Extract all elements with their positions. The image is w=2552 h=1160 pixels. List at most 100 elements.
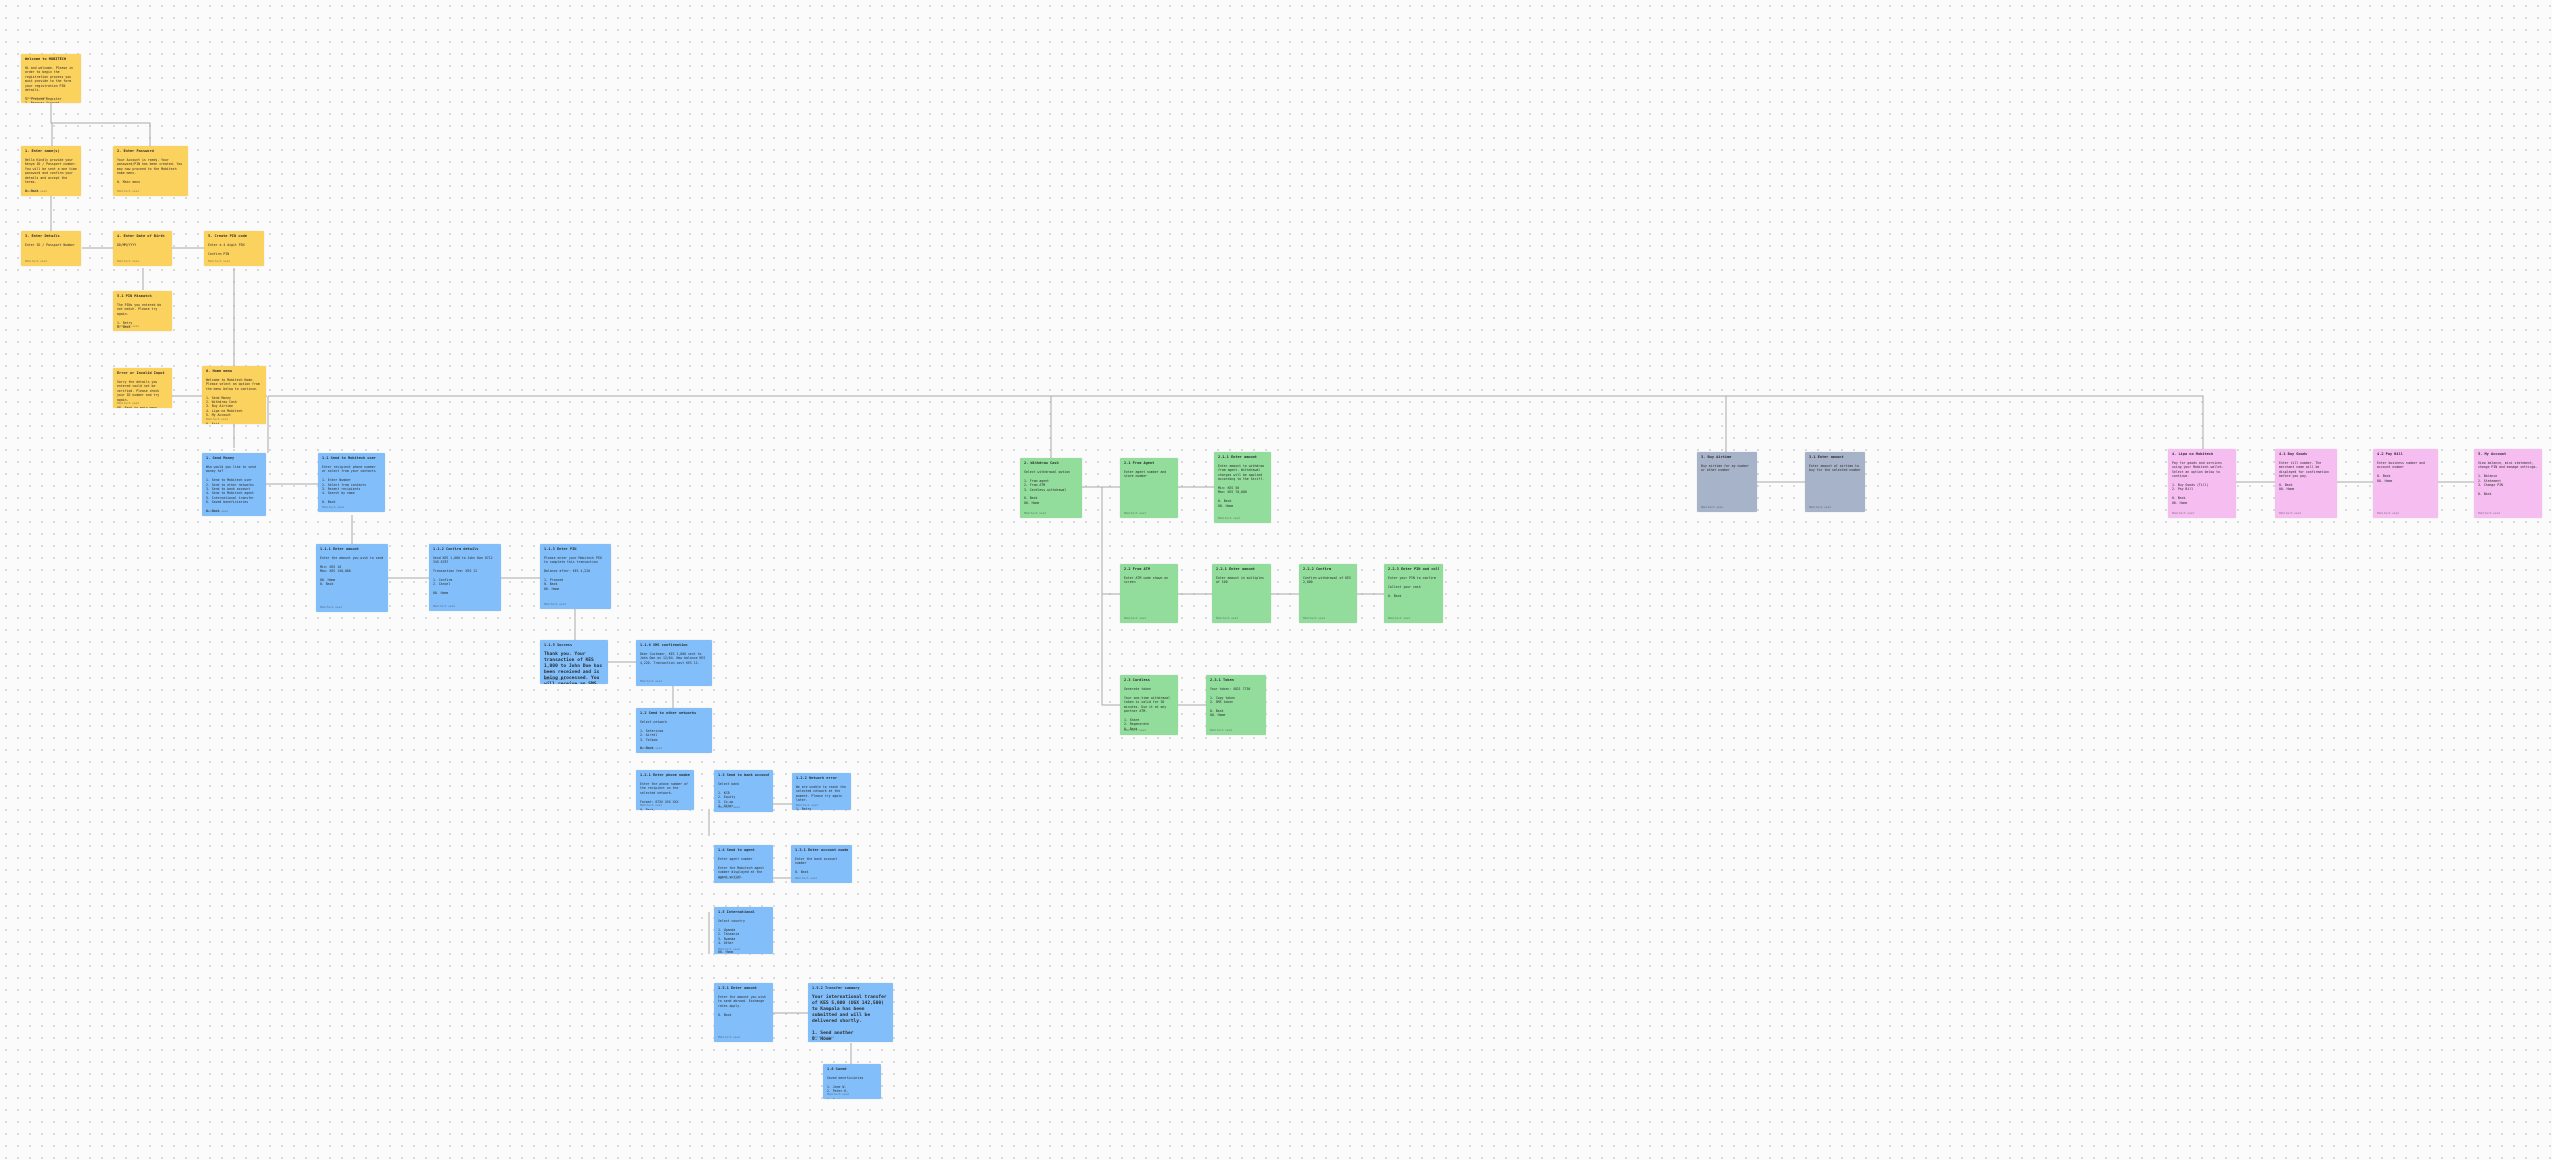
note-footer: Mobitech ussd: [206, 509, 228, 513]
note-title: 3. Enter Details: [25, 234, 60, 238]
note-body: Enter a 4 digit PIN Confirm PIN: [208, 243, 245, 256]
note-body: DD/MM/YYYY: [117, 243, 137, 247]
sticky-note-n5[interactable]: 4. Enter Date of Birth DD/MM/YYYY Mobitech…: [113, 231, 172, 266]
sticky-note-b13[interactable]: 1.3.1 Enter account number Enter the bank…: [791, 845, 852, 883]
sticky-note-s1[interactable]: 3. Buy Airtime Buy airtime for my number …: [1697, 452, 1757, 512]
sticky-note-g5[interactable]: 2.2.1 Enter amount Enter amount in multip…: [1212, 564, 1271, 623]
sticky-note-b7[interactable]: 1.1.5 Success Thank you. Your transaction…: [540, 640, 608, 684]
sticky-note-b17[interactable]: 1.5.2 Transfer summary Your international…: [808, 983, 893, 1042]
sticky-note-b4[interactable]: 1.1.2 Confirm details Send KES 1,000 to J…: [429, 544, 501, 611]
sticky-note-p2[interactable]: 4.1 Buy Goods Enter till number. The merc…: [2275, 449, 2337, 518]
note-title: 5. My Account: [2478, 452, 2507, 456]
note-body: Enter business number and account number…: [2377, 461, 2425, 483]
note-body: Thank you. Your transaction of KES 1,000…: [544, 652, 603, 684]
sticky-note-s2[interactable]: 3.1 Enter amount Enter amount of airtime …: [1805, 452, 1865, 512]
note-body: Dear Customer, KES 1,000 sent to John Do…: [640, 652, 706, 665]
note-footer: Mobitech ussd: [1218, 516, 1240, 520]
sticky-note-b8[interactable]: 1.1.6 SMS confirmation Dear Customer, KES…: [636, 640, 712, 686]
sticky-note-n4[interactable]: 3. Enter Details Enter ID / Passport Numb…: [21, 231, 81, 266]
sticky-note-b9[interactable]: 1.2 Send to other networks Select network…: [636, 708, 712, 753]
note-footer: Mobitech ussd: [718, 876, 740, 880]
sticky-note-g3[interactable]: 2.1.1 Enter amount Enter amount to withdr…: [1214, 452, 1271, 523]
note-footer: Mobitech ussd: [25, 189, 47, 193]
note-title: 1. Send Money: [206, 456, 235, 460]
note-body: Pay for goods and services using your Mo…: [2172, 461, 2224, 505]
note-body: Enter ATM code shown on screen: [1124, 576, 1169, 585]
sticky-note-b5[interactable]: 1.1.3 Enter PIN Please enter your Mobitec…: [540, 544, 611, 609]
sticky-note-g8[interactable]: 2.3 Cardless Generate token Your one-time…: [1120, 675, 1178, 735]
note-title: 2.1.1 Enter amount: [1218, 455, 1257, 459]
note-footer: Mobitech ussd: [25, 259, 47, 263]
note-footer: Mobitech ussd: [1124, 728, 1146, 732]
note-title: 1.1.1 Enter amount: [320, 547, 359, 551]
sticky-note-b10[interactable]: 1.2.1 Enter phone number Enter the phone …: [636, 770, 694, 810]
note-title: 2. Enter Password: [117, 149, 154, 153]
sticky-note-p4[interactable]: 5. My Account View balance, mini statemen…: [2474, 449, 2542, 518]
note-footer: Mobitech ussd: [433, 604, 455, 608]
sticky-note-n3[interactable]: 2. Enter Password Your Account is ready. …: [113, 146, 188, 196]
sticky-note-g7[interactable]: 2.2.3 Enter PIN and collect cash Enter yo…: [1384, 564, 1443, 623]
note-footer: Mobitech ussd: [25, 96, 47, 100]
note-title: 1.1.3 Enter PIN: [544, 547, 577, 551]
sticky-note-g2[interactable]: 2.1 From Agent Enter agent number and sto…: [1120, 458, 1178, 518]
note-title: 5.1 PIN Mismatch: [117, 294, 152, 298]
sticky-note-b16[interactable]: 1.5.1 Enter amount Enter the amount you w…: [714, 983, 773, 1042]
note-footer: Mobitech ussd: [206, 417, 228, 421]
note-footer: Mobitech ussd: [2172, 511, 2194, 515]
sticky-note-n9[interactable]: 6. Home menu Welcome to Mobitech Home. Pl…: [202, 366, 266, 424]
sticky-note-n7[interactable]: 5.1 PIN Mismatch The PINs you entered do …: [113, 291, 172, 331]
note-footer: Mobitech ussd: [2478, 511, 2500, 515]
sticky-note-g6[interactable]: 2.2.2 Confirm Confirm withdrawal of KES 2…: [1299, 564, 1357, 623]
sticky-note-b2[interactable]: 1.1 Send to Mobitech user Enter recipient…: [318, 453, 385, 512]
note-body: Enter agent number Enter the Mobitech ag…: [718, 857, 765, 879]
note-title: 1. Enter name(s): [25, 149, 60, 153]
note-body: Send KES 1,000 to John Doe 0712 345 678?…: [433, 556, 493, 596]
note-body: Confirm withdrawal of KES 2,000: [1303, 576, 1351, 585]
sticky-note-g1[interactable]: 2. Withdraw Cash Select withdrawal option…: [1020, 458, 1082, 518]
note-title: 5. Create PIN code: [208, 234, 247, 238]
sticky-note-n8[interactable]: Error or Invalid Input Sorry the details …: [113, 368, 172, 408]
note-title: 3. Buy Airtime: [1701, 455, 1732, 459]
note-footer: Mobitech ussd: [1124, 511, 1146, 515]
sticky-note-b14[interactable]: 1.4 Send to agent Enter agent number Ente…: [714, 845, 773, 883]
note-body: Buy airtime for my number or other numbe…: [1701, 464, 1749, 473]
note-title: 2.3.1 Token: [1210, 678, 1234, 682]
sticky-note-b15[interactable]: 1.5 International Select country 1. Ugand…: [714, 907, 773, 954]
sticky-note-b12[interactable]: 1.3 Send to bank account Select bank 1. K…: [714, 770, 773, 812]
note-title: 1.1.6 SMS confirmation: [640, 643, 688, 647]
note-title: 1.2.1 Enter phone number: [640, 773, 690, 777]
sticky-note-p1[interactable]: 4. Lipa na Mobitech Pay for goods and ser…: [2168, 449, 2236, 518]
note-body: Please enter your Mobitech PIN to comple…: [544, 556, 602, 591]
note-body: Select network 1. Safaricom 2. Airtel 3.…: [640, 720, 667, 751]
sticky-note-n6[interactable]: 5. Create PIN code Enter a 4 digit PIN Co…: [204, 231, 264, 266]
note-footer: Mobitech ussd: [1809, 505, 1831, 509]
note-body: Your international transfer of KES 5,000…: [812, 995, 887, 1042]
note-footer: Mobitech ussd: [117, 324, 139, 328]
note-body: Saved beneficiaries 1. Jane W. 2. Peter …: [827, 1076, 864, 1099]
note-body: Enter your PIN to confirm Collect your c…: [1388, 576, 1436, 598]
note-title: 1.1.5 Success: [544, 643, 573, 647]
note-title: 1.3.1 Enter account number: [795, 848, 848, 852]
sticky-note-n2[interactable]: 1. Enter name(s) Hello Kindly provide you…: [21, 146, 81, 196]
sticky-note-b1[interactable]: 1. Send Money Who would you like to send …: [202, 453, 266, 516]
sticky-note-g4[interactable]: 2.2 From ATM Enter ATM code shown on scre…: [1120, 564, 1178, 623]
sticky-note-b18[interactable]: 1.6 Saved Saved beneficiaries 1. Jane W. …: [823, 1064, 881, 1099]
sticky-note-p3[interactable]: 4.2 Pay Bill Enter business number and ac…: [2373, 449, 2438, 518]
note-body: View balance, mini statement, change PIN…: [2478, 461, 2538, 496]
note-body: Enter till number. The merchant name wil…: [2279, 461, 2329, 492]
sticky-note-n1[interactable]: Welcome to MOBITECH Hi and welcome. Pleas…: [21, 54, 81, 103]
note-body: Who would you like to send money to? 1. …: [206, 465, 256, 514]
note-footer: Mobitech ussd: [1388, 616, 1410, 620]
note-body: Your Account is ready. Your password/PIN…: [117, 158, 183, 185]
note-footer: Mobitech ussd: [117, 259, 139, 263]
note-footer: Mobitech ussd: [1303, 616, 1325, 620]
note-body: Sorry the details you entered could not …: [117, 380, 160, 408]
sticky-note-g9[interactable]: 2.3.1 Token Your token: 4821 7730 1. Copy…: [1206, 675, 1266, 735]
note-body: Enter amount to withdraw from agent. Wit…: [1218, 464, 1265, 508]
sticky-note-b11[interactable]: 1.2.2 Network error We are unable to reac…: [792, 773, 851, 810]
note-body: Select country 1. Uganda 2. Tanzania 3. …: [718, 919, 745, 954]
sticky-note-b3[interactable]: 1.1.1 Enter amount Enter the amount you w…: [316, 544, 388, 612]
note-body: Enter amount in multiples of 100: [1216, 576, 1264, 585]
note-title: 2.2.1 Enter amount: [1216, 567, 1255, 571]
